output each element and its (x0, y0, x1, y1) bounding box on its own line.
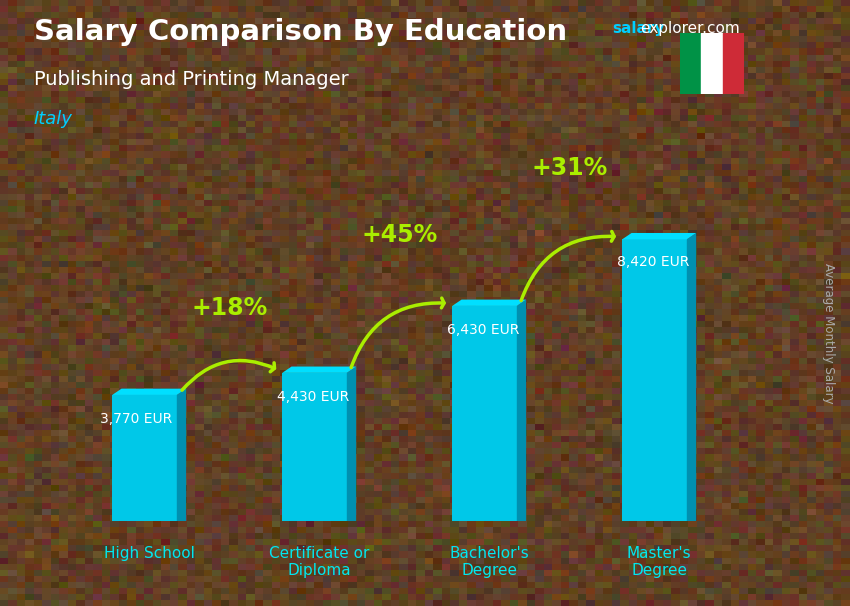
Bar (680, 33, 701, 94)
Text: High School: High School (104, 546, 195, 561)
Polygon shape (517, 299, 526, 521)
Polygon shape (452, 299, 526, 306)
Bar (722, 33, 744, 94)
Polygon shape (622, 239, 687, 521)
Text: explorer.com: explorer.com (640, 21, 740, 36)
Polygon shape (347, 367, 356, 521)
Text: +45%: +45% (361, 222, 438, 247)
Text: 6,430 EUR: 6,430 EUR (447, 324, 519, 338)
Polygon shape (112, 395, 177, 521)
Text: +18%: +18% (191, 296, 268, 321)
Text: Master's
Degree: Master's Degree (626, 546, 692, 578)
Text: 8,420 EUR: 8,420 EUR (617, 255, 689, 270)
Text: Average Monthly Salary: Average Monthly Salary (822, 263, 836, 404)
Text: 4,430 EUR: 4,430 EUR (277, 390, 349, 404)
Text: Bachelor's
Degree: Bachelor's Degree (450, 546, 529, 578)
Text: Salary Comparison By Education: Salary Comparison By Education (34, 18, 567, 46)
Polygon shape (177, 388, 186, 521)
Polygon shape (452, 306, 517, 521)
Text: Italy: Italy (34, 110, 73, 128)
Text: Publishing and Printing Manager: Publishing and Printing Manager (34, 70, 348, 88)
Text: 3,770 EUR: 3,770 EUR (100, 412, 173, 427)
Text: Certificate or
Diploma: Certificate or Diploma (269, 546, 370, 578)
Polygon shape (112, 388, 186, 395)
Polygon shape (282, 367, 356, 373)
Bar (701, 33, 722, 94)
Text: +31%: +31% (531, 156, 608, 180)
Polygon shape (687, 233, 696, 521)
Text: salary: salary (612, 21, 665, 36)
Polygon shape (282, 373, 347, 521)
Polygon shape (622, 233, 696, 239)
